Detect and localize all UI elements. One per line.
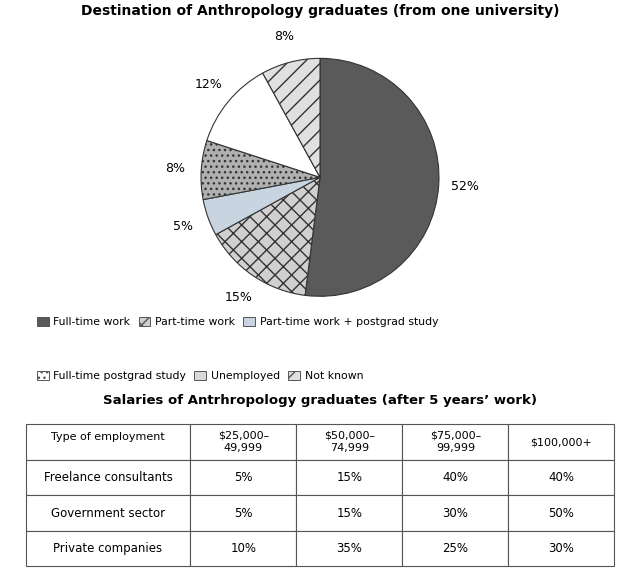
Text: 12%: 12% xyxy=(195,78,222,92)
Text: 5%: 5% xyxy=(173,220,193,233)
Text: 15%: 15% xyxy=(225,291,252,304)
Text: 8%: 8% xyxy=(165,162,185,174)
Text: 52%: 52% xyxy=(451,180,479,193)
Title: Destination of Anthropology graduates (from one university): Destination of Anthropology graduates (f… xyxy=(81,3,559,18)
Wedge shape xyxy=(262,58,320,177)
Text: 8%: 8% xyxy=(274,30,294,43)
Text: Salaries of Antrhropology graduates (after 5 years’ work): Salaries of Antrhropology graduates (aft… xyxy=(103,394,537,407)
Legend: Full-time postgrad study, Unemployed, Not known: Full-time postgrad study, Unemployed, No… xyxy=(36,371,364,382)
Wedge shape xyxy=(216,177,320,295)
Wedge shape xyxy=(207,73,320,177)
Wedge shape xyxy=(203,177,320,235)
Wedge shape xyxy=(305,58,439,296)
Wedge shape xyxy=(201,141,320,200)
